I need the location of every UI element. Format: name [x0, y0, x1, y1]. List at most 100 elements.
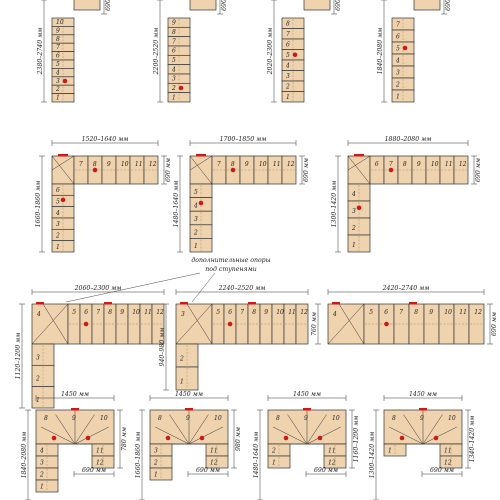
- r2-layout1-step-number: 9: [107, 161, 111, 168]
- r2-layout2-step-number: 1: [194, 243, 198, 250]
- r1-layout1-step-number: 6: [56, 53, 60, 60]
- support-bar: [303, 408, 311, 411]
- r2-layout1-step-number: 5: [56, 198, 60, 205]
- r1-layout2-step-number: 8: [172, 29, 176, 36]
- r1-layout3-step-number: 4: [285, 63, 290, 70]
- r3-layout1-step-number: 1: [36, 397, 40, 404]
- r1-layout2-step-number: 5: [172, 57, 176, 64]
- r2-layout3-step-number: 2: [351, 225, 356, 232]
- r1-layout4-step-number: 6: [396, 34, 400, 41]
- r1-layout3-height-dim-label: 2020–2300 мм: [267, 28, 274, 76]
- r4-layout1-right-step-number: 11: [96, 448, 104, 455]
- r2-layout1-step-number: 11: [135, 161, 143, 168]
- r4-layout1-left-step-number: 3: [40, 460, 44, 467]
- r2-layout1-step-number: 4: [55, 210, 60, 217]
- r4-layout3-winder-line: [273, 426, 308, 445]
- r1-layout4-step-number: 7: [396, 22, 400, 29]
- r4-layout3-left-step-number: 1: [272, 460, 276, 467]
- r4-layout2-right-step-number: 12: [210, 460, 218, 467]
- r1-layout1-step-number: 10: [56, 19, 64, 26]
- r4-layout2-height-dim-label: 1660–1860 мм: [135, 432, 142, 479]
- r1-layout2-step-number: 1: [172, 94, 176, 101]
- r4-layout2-flight-dim-label: 690 мм: [196, 467, 220, 474]
- r1-layout2-support-dot: [178, 85, 184, 91]
- r3-layout2-support-dot: [227, 321, 233, 327]
- r1-layout3-width-dim-label: 690: [335, 0, 342, 11]
- r3-layout1-support-dot: [83, 321, 89, 327]
- r2-layout2-step-number: 5: [194, 189, 198, 196]
- r2-layout1-support-dot: [60, 197, 66, 203]
- r1-layout4-step-number: 2: [395, 82, 400, 89]
- r4-layout2-winder-line: [188, 414, 209, 445]
- r3-layout3-step-number: 8: [414, 309, 418, 316]
- r4-layout1-flight-dim-label: 690 мм: [82, 467, 106, 474]
- r2-layout1-step-number: 2: [55, 232, 60, 239]
- r2-layout3-step-number: 4: [351, 191, 356, 198]
- r2-layout3-step: [453, 155, 469, 185]
- r2-layout3-support-dot: [356, 205, 362, 211]
- r4-layout3-winder-line: [306, 414, 327, 445]
- r1-layout3-step-number: 3: [286, 73, 290, 80]
- r4-layout3-left-step-number: 2: [271, 448, 276, 455]
- r3-layout1-step-number: 12: [156, 309, 164, 316]
- r4-layout4-height-dim-label: 1300–1420 мм: [369, 432, 376, 479]
- r2-layout3-support-dot: [388, 167, 394, 173]
- r2-layout1-step-number: 3: [56, 221, 60, 228]
- r3-layout1-step-number: 2: [35, 376, 40, 383]
- r4-layout4-winder-line: [389, 426, 424, 445]
- r4-layout3-support-dot: [317, 435, 323, 441]
- r4-layout3-winder-line: [306, 426, 341, 445]
- r4-layout1-step-number: 8: [44, 415, 48, 422]
- support-bar: [36, 302, 44, 305]
- r2-layout3-winder-line: [347, 155, 371, 171]
- r4-layout2-width-dim-label: 1450 мм: [175, 391, 203, 398]
- annotation-leader: [191, 272, 216, 303]
- r3-layout3-step: [468, 303, 485, 345]
- r2-layout1-height-dim-label: 1660–1860 мм: [35, 181, 42, 228]
- r2-layout2-step-number: 4: [193, 202, 198, 209]
- r2-layout2-step: [189, 238, 213, 253]
- r3-layout1-winder-line: [42, 303, 69, 345]
- r1-layout4-height-dim-label: 1840–2080 мм: [377, 28, 384, 75]
- r2-layout3-step-number: 11: [445, 161, 453, 168]
- r3-layout2-step-number: 2: [179, 356, 184, 363]
- r4-layout4-flight-dim-label: 690 мм: [430, 467, 454, 474]
- r4-layout2-left-step-number: 1: [154, 472, 158, 479]
- r2-layout3-step-number: 8: [403, 161, 407, 168]
- r4-layout3-step-number: 8: [276, 415, 280, 422]
- r4-layout2-left-step-number: 3: [154, 448, 158, 455]
- r4-layout1-step-number: 10: [100, 415, 108, 422]
- r3-layout2-winder-line: [175, 303, 213, 345]
- r4-layout4-right-step-number: 12: [444, 460, 452, 467]
- support-bar: [104, 302, 112, 305]
- r4-layout2-right-step-number: 11: [210, 448, 218, 455]
- r1-layout3-step-number: 1: [286, 94, 290, 101]
- r4-layout3-right-step-number: 12: [328, 460, 336, 467]
- r1-layout3-step-number: 2: [285, 84, 290, 91]
- r1-layout2-landing: [189, 0, 217, 11]
- r3-layout2-step-number: 7: [240, 309, 244, 316]
- r2-layout2-step-number: 7: [217, 161, 221, 168]
- annotation-line-2: под ступенями: [205, 266, 256, 273]
- r4-layout2-side-dim-label: 980 мм: [235, 427, 242, 451]
- r1-layout4-step-number: 3: [396, 70, 400, 77]
- r2-layout2-step-number: 2: [193, 230, 198, 237]
- r1-layout3-landing: [303, 0, 331, 11]
- r1-layout1-step-number: 5: [56, 61, 60, 68]
- r4-layout4-width-dim-label: 1450 мм: [409, 391, 437, 398]
- support-bar: [248, 302, 256, 305]
- r4-layout2-support-dot: [199, 435, 205, 441]
- r4-layout4-left-step-number: 1: [388, 448, 392, 455]
- r1-layout2-step-number: 9: [172, 20, 176, 27]
- r4-layout2-left-step-number: 2: [153, 460, 158, 467]
- r4-layout4-right-step-number: 11: [444, 448, 452, 455]
- r3-layout1-step-number: 4: [36, 311, 41, 318]
- r2-layout1-width-dim-label: 1520–1640 мм: [82, 136, 129, 143]
- r3-layout3-height-dim-label: 760 мм: [311, 312, 318, 336]
- r2-layout2-height-dim-label: 1480–1640 мм: [173, 181, 180, 228]
- r2-layout1-support-dot: [92, 167, 98, 173]
- r1-layout1-step: [51, 93, 75, 103]
- r2-layout2-step-number: 10: [259, 161, 267, 168]
- r4-layout4-winder-line: [422, 426, 457, 445]
